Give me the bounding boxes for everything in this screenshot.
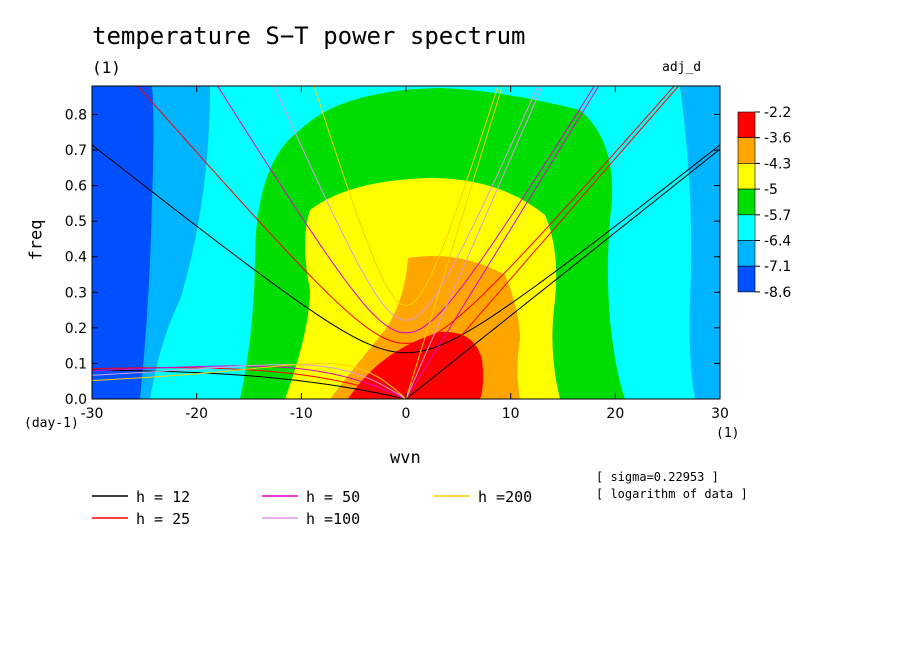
chart-subtitle: (1) — [92, 58, 121, 77]
colorbar-level-label: -5 — [764, 182, 778, 198]
colorbar-swatch — [737, 137, 756, 164]
y-tick-label: 0.4 — [65, 250, 87, 266]
x-tick-label: -20 — [185, 406, 208, 422]
x-tick-label: -30 — [81, 406, 104, 422]
kelvin-curve — [405, 86, 600, 399]
y-tick-label: 0.2 — [65, 321, 87, 337]
legend-label: h = 50 — [306, 488, 360, 506]
colorbar: -2.2 -3.6 -4.3 -5 -5.7 -6.4 -7.1 -8.6 — [737, 105, 791, 301]
colorbar-swatch — [737, 111, 756, 139]
sigma-note: [ sigma=0.22953 ] — [596, 470, 719, 484]
x-tick-label: 20 — [606, 406, 624, 422]
log-note: [ logarithm of data ] — [596, 487, 748, 501]
rossby-curve — [92, 364, 407, 399]
x-tick-label: 10 — [502, 406, 520, 422]
y-tick-label: 0.1 — [65, 356, 87, 372]
x-axis-label: wvn — [390, 448, 421, 468]
axes-ticks: -30 -20 -10 0 10 20 30 0.0 0.1 0.2 0.3 0.4 0.5 0.6 0.7… — [65, 86, 729, 422]
y-tick-label: 0.3 — [65, 285, 87, 301]
kelvin-curve — [405, 86, 543, 399]
dispersion-curves — [92, 86, 720, 399]
contour-fill-layer — [92, 86, 720, 399]
colorbar-swatch — [737, 240, 756, 267]
y-tick-label: 0.7 — [65, 143, 87, 159]
colorbar-swatch — [737, 163, 756, 190]
inertia-gravity-curve — [92, 144, 720, 354]
y-tick-label: 0.0 — [65, 392, 87, 408]
inertia-gravity-curve — [273, 86, 539, 321]
colorbar-swatch — [737, 265, 756, 293]
x-tick-label: 0 — [402, 406, 411, 422]
colorbar-level-label: -6.4 — [764, 234, 791, 250]
colorbar-level-label: -8.6 — [764, 285, 791, 301]
y-tick-label: 0.6 — [65, 179, 87, 195]
kelvin-curve — [405, 86, 503, 399]
y-tick-label: 0.5 — [65, 214, 87, 230]
colorbar-swatch — [737, 188, 756, 216]
legend-label: h = 12 — [136, 488, 190, 506]
legend-label: h = 25 — [136, 510, 190, 528]
x-tick-label: 30 — [711, 406, 729, 422]
curve-legend: h = 12 h = 25 h = 50 h =100 h =200 — [92, 488, 532, 528]
y-unit-label: (day-1) — [24, 416, 79, 431]
x-tick-label: -10 — [290, 406, 313, 422]
y-tick-label: 0.8 — [65, 107, 87, 123]
chart-title: temperature S−T power spectrum — [92, 22, 526, 50]
inertia-gravity-curve — [137, 86, 675, 344]
legend-label: h =100 — [306, 510, 360, 528]
colorbar-level-label: -2.2 — [764, 105, 791, 121]
rossby-curve — [92, 367, 407, 399]
legend-label: h =200 — [478, 488, 532, 506]
colorbar-level-label: -3.6 — [764, 131, 791, 147]
kelvin-curve — [405, 148, 720, 399]
inertia-gravity-curve — [217, 86, 595, 334]
x-unit-label: (1) — [716, 426, 740, 441]
colorbar-level-label: -4.3 — [764, 156, 791, 172]
colorbar-level-label: -7.1 — [764, 259, 791, 275]
colorbar-swatch — [737, 214, 756, 241]
colorbar-level-label: -5.7 — [764, 208, 791, 224]
rossby-curve — [92, 369, 407, 399]
inertia-gravity-curve — [313, 86, 499, 307]
kelvin-curve — [405, 86, 680, 399]
rossby-curve — [92, 363, 407, 399]
run-label: adj_d — [662, 60, 702, 75]
